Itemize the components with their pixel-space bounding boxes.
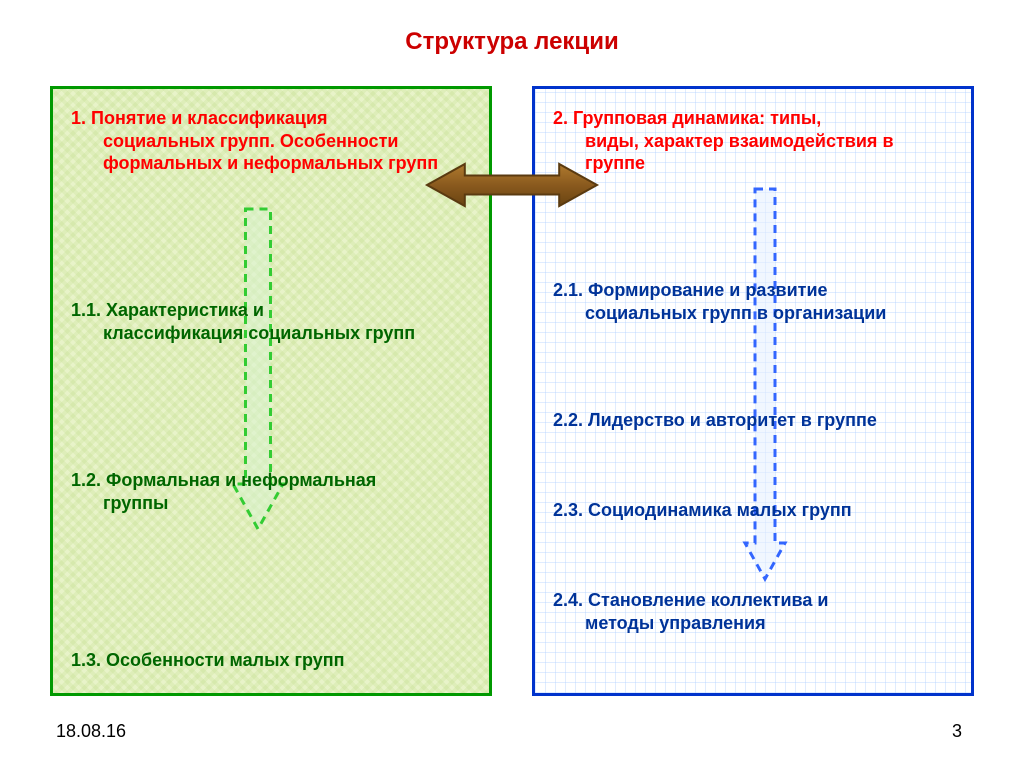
right-subs-item-3: 2.4. Становление коллектива иметоды упра…: [553, 589, 953, 634]
footer-page-number: 3: [952, 721, 962, 742]
left-heading-rest: социальных групп. Особенности формальных…: [71, 130, 471, 175]
right-heading-line1: 2. Групповая динамика: типы,: [553, 108, 821, 128]
right-heading-rest: виды, характер взаимодействия в группе: [553, 130, 953, 175]
left-subs-item-2: 1.3. Особенности малых групп: [71, 649, 471, 672]
right-subs-item-2: 2.3. Социодинамика малых групп: [553, 499, 953, 522]
left-subs-item-0: 1.1. Характеристика иклассификация социа…: [71, 299, 471, 344]
footer-date: 18.08.16: [56, 721, 126, 742]
slide-title: Структура лекции: [0, 0, 1024, 56]
right-heading: 2. Групповая динамика: типы, виды, харак…: [553, 107, 953, 175]
left-heading-line1: 1. Понятие и классификация: [71, 108, 328, 128]
connector-double-arrow: [422, 160, 602, 210]
left-subs-item-1: 1.2. Формальная и неформальнаягруппы: [71, 469, 471, 514]
right-subs-item-0: 2.1. Формирование и развитиесоциальных г…: [553, 279, 953, 324]
left-heading: 1. Понятие и классификация социальных гр…: [71, 107, 471, 175]
right-subs-item-1: 2.2. Лидерство и авторитет в группе: [553, 409, 953, 432]
